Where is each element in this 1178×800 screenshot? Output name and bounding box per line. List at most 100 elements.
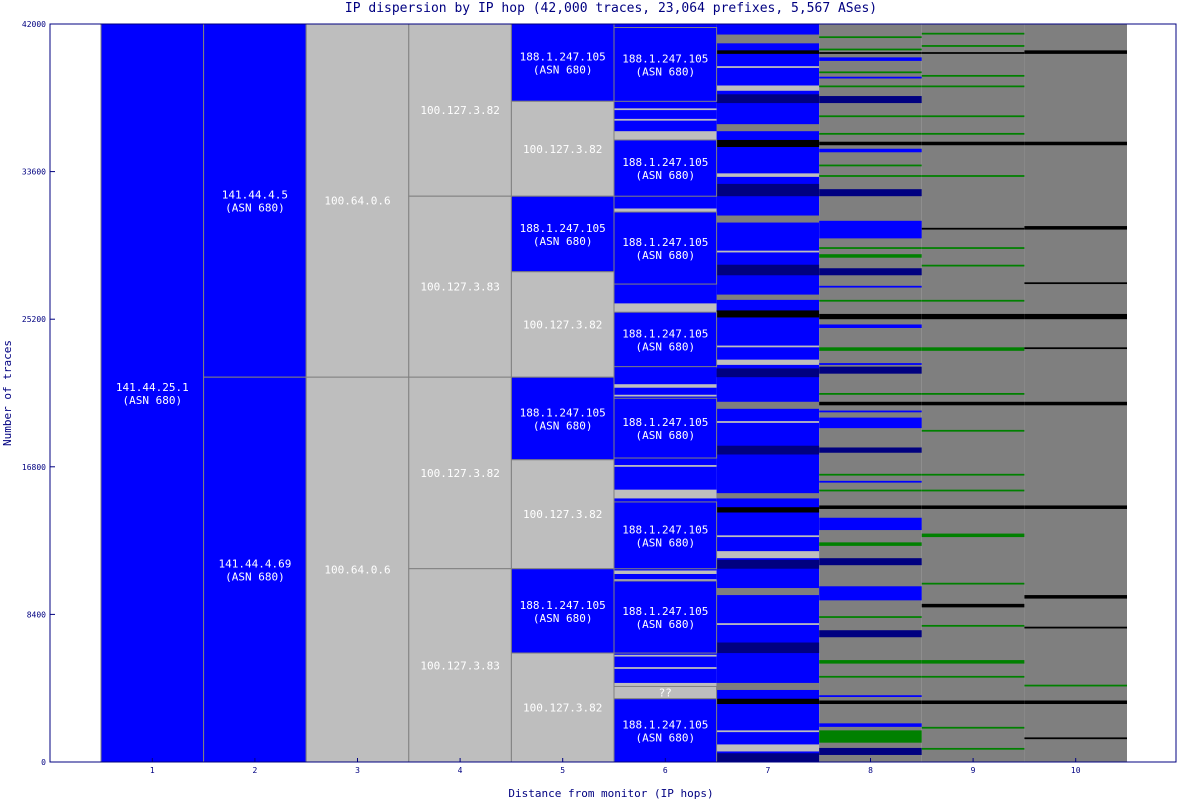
hop-10-stripe (1024, 700, 1127, 705)
hop-9-stripe (921, 141, 1025, 146)
hop-8-stripe (819, 747, 922, 755)
block-ip-label: 100.127.3.83 (420, 659, 499, 672)
hop-7-stripe (716, 294, 820, 300)
x-tick-label: 3 (355, 766, 360, 775)
hop-7-stripe (716, 94, 820, 104)
hop-8-stripe (819, 96, 922, 104)
hop-6-stripe (614, 384, 717, 388)
hop-5-block (510, 376, 615, 461)
hop-8-stripe (819, 473, 922, 476)
hop-8-stripe (819, 447, 922, 453)
block-ip-label: 141.44.4.69 (218, 558, 291, 571)
hop-7-stripe (716, 124, 820, 132)
hop-8-stripe (819, 175, 922, 177)
hop-8-stripe (819, 268, 922, 276)
hop-5-block (510, 459, 615, 570)
hop-7-stripe (716, 34, 820, 44)
hop-9-stripe (921, 74, 1025, 77)
block-asn-label: (ASN 680) (635, 429, 695, 442)
hop-7-stripe (716, 623, 820, 625)
hop-8-stripe (819, 542, 922, 546)
x-axis-title: Distance from monitor (IP hops) (508, 787, 713, 800)
hop-10-stripe (1024, 226, 1127, 230)
hop-6-stripe (614, 394, 717, 397)
hop-6-stripe (614, 570, 717, 574)
hop-8-stripe (819, 393, 922, 395)
hop-8-stripe (819, 366, 922, 374)
hop-10-stripe (1024, 347, 1127, 350)
hop-10-background (1024, 24, 1127, 762)
hop-8-stripe (819, 148, 922, 153)
hop-8-stripe (819, 417, 922, 429)
hop-3-block (305, 23, 410, 378)
hop-8-stripe (819, 324, 922, 328)
hop-7-stripe (716, 250, 820, 253)
hop-6-stripe (614, 654, 717, 657)
hop-7-stripe (716, 730, 820, 733)
hop-8-stripe (819, 505, 922, 509)
hop-2-block (203, 376, 307, 763)
block-asn-label: (ASN 680) (635, 618, 695, 631)
x-tick-label: 4 (458, 766, 463, 775)
hop-6-stripe (614, 579, 717, 582)
hop-6-stripe (614, 489, 717, 499)
hop-7-stripe (716, 50, 820, 54)
hop-10-stripe (1024, 50, 1127, 54)
hop-8-stripe (819, 71, 922, 74)
hop-6-block (613, 139, 718, 197)
hop-9-stripe (921, 132, 1025, 135)
hop-6-stripe (614, 208, 717, 213)
block-ip-label: 188.1.247.105 (622, 156, 708, 169)
hop-8-stripe (819, 115, 922, 118)
plot-area: 141.44.25.1(ASN 680)141.44.4.5(ASN 680)1… (100, 23, 1127, 763)
block-ip-label: 100.64.0.6 (324, 564, 390, 577)
hop-8-stripe (819, 480, 922, 483)
y-tick-label: 16800 (22, 463, 46, 472)
hop-7-stripe (716, 345, 820, 348)
block-asn-label: (ASN 680) (635, 65, 695, 78)
hop-8-stripe (819, 363, 922, 365)
block-ip-label: 141.44.4.5 (222, 189, 288, 202)
x-tick-label: 10 (1071, 766, 1081, 775)
hop-9-stripe (921, 227, 1025, 230)
y-tick-label: 33600 (22, 168, 46, 177)
hop-9-stripe (921, 660, 1025, 664)
block-asn-label: (ASN 680) (635, 340, 695, 353)
block-asn-label: (ASN 680) (122, 394, 182, 407)
hop-8-stripe (819, 347, 922, 351)
hop-4-block (408, 376, 512, 570)
hop-9-stripe (921, 582, 1025, 585)
hop-8-stripe (819, 220, 922, 239)
block-ip-label: 100.127.3.82 (420, 104, 499, 117)
block-ip-label: 100.127.3.83 (420, 281, 499, 294)
hop-4-block (408, 568, 512, 763)
block-ip-label: 100.127.3.82 (523, 318, 602, 331)
x-tick-label: 7 (765, 766, 770, 775)
hop-7-stripe (716, 183, 820, 197)
hop-7-stripe (716, 493, 820, 499)
chart-title: IP dispersion by IP hop (42,000 traces, … (345, 1, 877, 16)
hop-7-stripe (716, 753, 820, 762)
hop-7-stripe (716, 85, 820, 91)
hop-7-stripe (716, 445, 820, 455)
block-asn-label: (ASN 680) (225, 571, 285, 584)
hop-8-stripe (819, 730, 922, 743)
hop-8-stripe (819, 299, 922, 302)
y-tick-label: 42000 (22, 20, 46, 29)
hop-8-stripe (819, 254, 922, 258)
x-tick-label: 9 (971, 766, 976, 775)
block-asn-label: (ASN 680) (533, 419, 593, 432)
hop-8-stripe (819, 164, 922, 167)
hop-6-stripe (614, 131, 717, 140)
hop-6-block (613, 211, 718, 285)
hop-4-block (408, 23, 512, 197)
hop-8-stripe (819, 313, 922, 320)
x-axis: 1 2 3 4 5 6 7 8 9 10 (150, 758, 1081, 775)
block-ip-label: 188.1.247.105 (622, 523, 708, 536)
block-ip-label: 100.127.3.82 (420, 467, 499, 480)
hop-8-stripe (819, 132, 922, 135)
block-ip-label: 100.127.3.82 (523, 143, 602, 156)
hop-7-stripe (716, 421, 820, 423)
hop-10-stripe (1024, 313, 1127, 320)
hop-9-stripe (921, 264, 1025, 267)
